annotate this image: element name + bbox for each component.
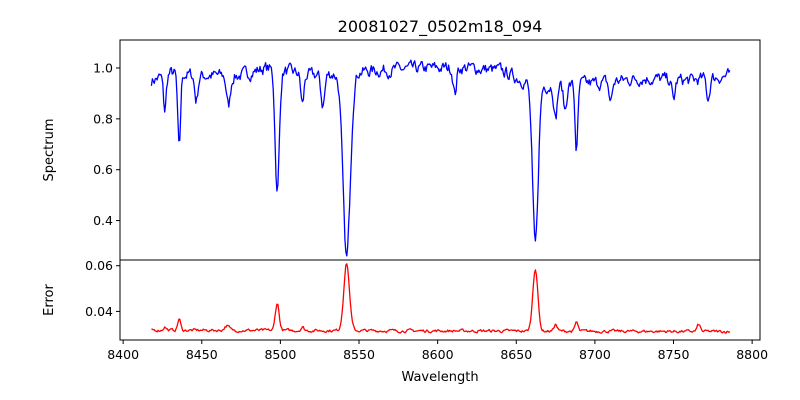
spectrum-y-axis-label: Spectrum bbox=[42, 119, 57, 182]
error-panel: 0.04 0.06 Error bbox=[42, 258, 761, 341]
x-tick-label: 8800 bbox=[736, 347, 768, 362]
spectrum-y-tick-label: 0.8 bbox=[93, 111, 113, 126]
x-tick-label: 8400 bbox=[107, 347, 139, 362]
spectrum-y-ticks: 0.4 0.6 0.8 1.0 bbox=[93, 60, 120, 228]
x-tick-label: 8600 bbox=[422, 347, 454, 362]
error-y-ticks: 0.04 0.06 bbox=[85, 258, 120, 319]
error-series-line bbox=[151, 263, 731, 334]
x-tick-label: 8500 bbox=[264, 347, 296, 362]
error-axes-frame bbox=[119, 259, 761, 341]
chart-title: 20081027_0502m18_094 bbox=[338, 17, 543, 37]
spectrum-y-tick-label: 0.6 bbox=[93, 162, 113, 177]
spectrum-line bbox=[150, 59, 731, 257]
error-line bbox=[151, 263, 731, 334]
x-tick-label: 8700 bbox=[579, 347, 611, 362]
error-y-tick-label: 0.06 bbox=[85, 258, 113, 273]
spectrum-y-tick-label: 0.4 bbox=[93, 213, 113, 228]
x-tick-label: 8650 bbox=[500, 347, 532, 362]
spectrum-y-tick-label: 1.0 bbox=[93, 60, 113, 75]
x-tick-label: 8450 bbox=[186, 347, 218, 362]
x-tick-label: 8550 bbox=[343, 347, 375, 362]
x-axis-ticks: 8400 8450 8500 8550 8600 8650 8700 8750 8800 bbox=[107, 340, 768, 362]
error-y-tick-label: 0.04 bbox=[85, 304, 113, 319]
x-tick-label: 8750 bbox=[658, 347, 690, 362]
spectrum-series-line bbox=[150, 59, 731, 257]
spectrum-panel: 0.4 0.6 0.8 1.0 Spectrum bbox=[42, 39, 761, 261]
x-axis-label: Wavelength bbox=[401, 370, 478, 385]
error-y-axis-label: Error bbox=[42, 284, 57, 316]
